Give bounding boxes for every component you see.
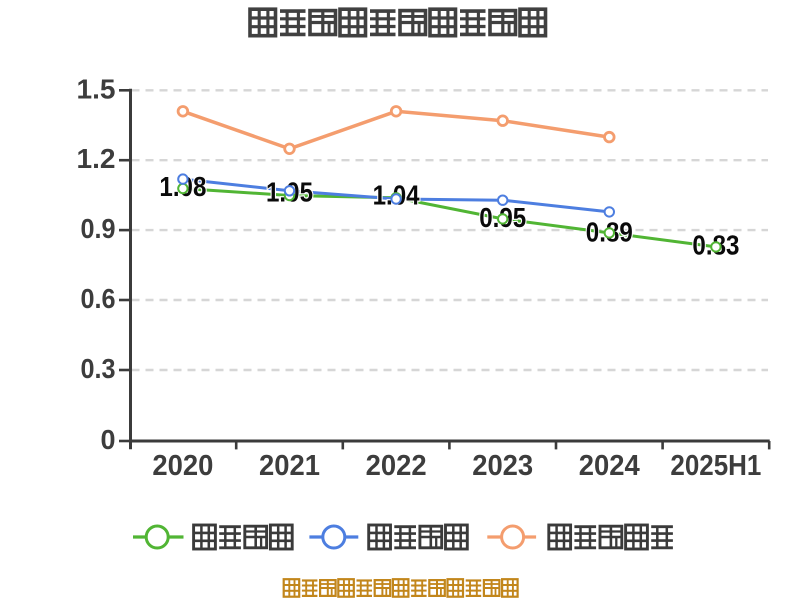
svg-text:1.2: 1.2 [77,143,116,174]
svg-text:2022: 2022 [366,450,427,482]
svg-text:2025H1: 2025H1 [670,450,761,482]
svg-text:2021: 2021 [259,450,320,482]
svg-text:0: 0 [101,424,116,455]
svg-text:1.5: 1.5 [77,73,116,104]
svg-text:0.6: 0.6 [81,283,116,314]
svg-text:0.83: 0.83 [692,229,739,260]
svg-text:0.9: 0.9 [81,213,116,244]
svg-text:2023: 2023 [472,450,533,482]
svg-text:2024: 2024 [579,450,640,482]
svg-text:0.3: 0.3 [81,353,116,384]
svg-text:2020: 2020 [152,450,213,482]
